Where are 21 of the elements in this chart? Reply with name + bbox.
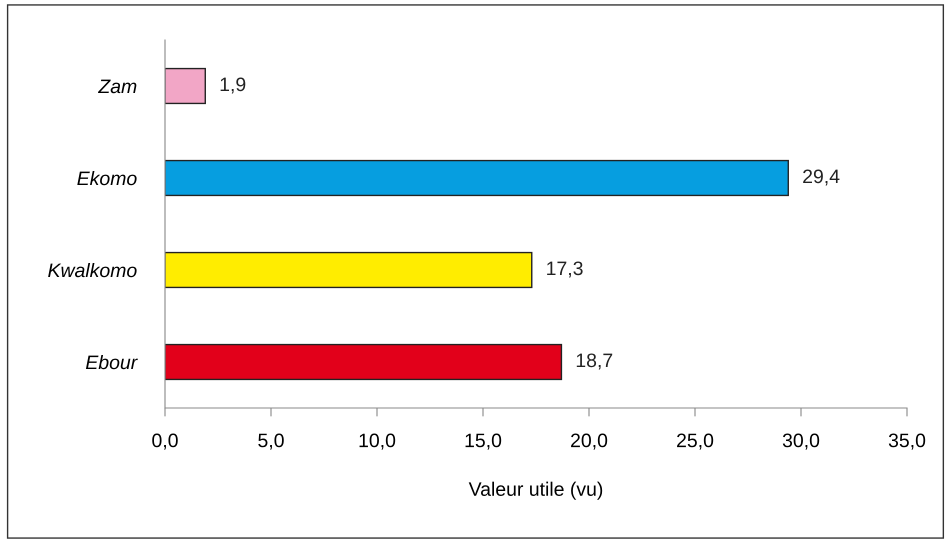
- y-tick-label: Kwalkomo: [48, 262, 137, 278]
- x-axis-title: Valeur utile (vu): [468, 482, 602, 500]
- bar: [165, 68, 206, 104]
- x-tick-label: 5,0: [258, 434, 284, 450]
- y-tick-label: Ekomo: [77, 170, 137, 186]
- data-label: 17,3: [547, 261, 583, 278]
- data-label: 18,7: [576, 353, 612, 370]
- x-tick-label: 25,0: [677, 434, 714, 450]
- x-tick-label: 30,0: [782, 434, 820, 450]
- x-tick-label: 20,0: [571, 434, 608, 450]
- bar: [165, 344, 562, 380]
- x-tick-label: 35,0: [888, 434, 926, 450]
- data-label: 29,4: [803, 169, 840, 186]
- data-label: 1,9: [220, 77, 246, 94]
- y-tick-label: Zam: [98, 80, 136, 94]
- x-tick-label: 0,0: [152, 434, 178, 450]
- bar: [165, 252, 532, 288]
- x-tick-label: 15,0: [466, 434, 502, 450]
- bar: [165, 160, 789, 196]
- y-tick-label: Ebour: [86, 354, 138, 370]
- x-tick-label: 10,0: [360, 434, 396, 450]
